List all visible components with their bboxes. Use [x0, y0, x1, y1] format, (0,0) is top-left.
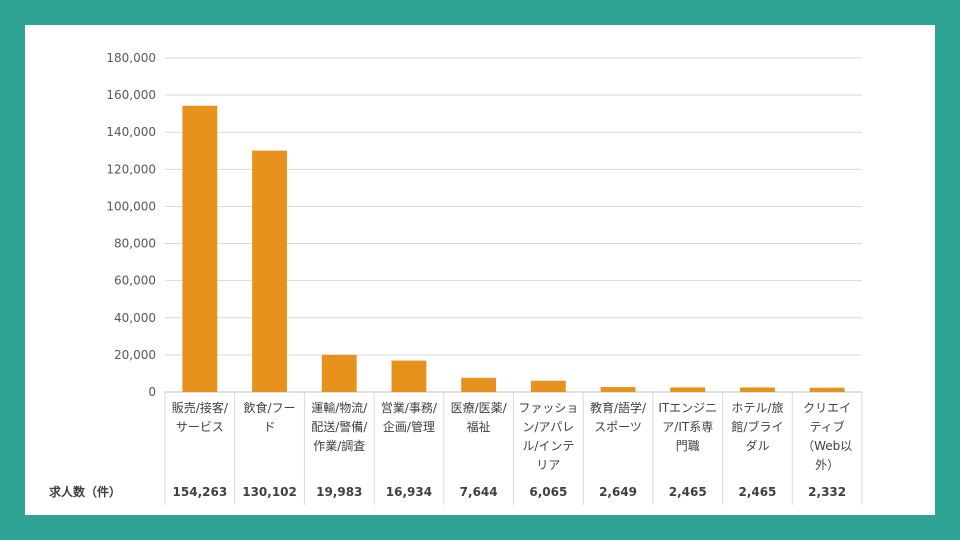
- value-label: 6,065: [529, 485, 567, 499]
- y-tick-label: 40,000: [114, 311, 156, 325]
- y-tick-label: 160,000: [106, 88, 156, 102]
- y-tick-label: 120,000: [106, 162, 156, 176]
- chart-card: 0 20,000 40,000 60,000 80,000 100,000 120,000 1…: [25, 25, 935, 515]
- value-label: 154,263: [173, 485, 228, 499]
- bar: [530, 380, 566, 392]
- x-category-label: ITエンジニア/IT系専門職: [658, 401, 717, 453]
- y-axis: 0 20,000 40,000 60,000 80,000 100,000 120,000 1…: [106, 51, 156, 399]
- value-label: 130,102: [242, 485, 297, 499]
- value-label: 16,934: [386, 485, 432, 499]
- y-tick-label: 0: [148, 385, 156, 399]
- bar: [740, 387, 775, 392]
- bar: [182, 105, 218, 392]
- row-header-label: 求人数（件）: [49, 484, 121, 499]
- x-category-label: 教育/語学/スポーツ: [590, 400, 647, 434]
- x-category-label: 営業/事務/企画/管理: [381, 401, 438, 434]
- x-category-label: 飲食/フード: [244, 400, 296, 434]
- bar: [461, 377, 497, 392]
- x-category-label: 販売/接客/サービス: [172, 400, 229, 434]
- bar-chart: 0 20,000 40,000 60,000 80,000 100,000 120,000 1…: [49, 51, 863, 505]
- bar: [391, 360, 427, 392]
- bar: [600, 387, 636, 392]
- value-label: 7,644: [460, 485, 498, 499]
- x-category-label: 運輸/物流/配送/警備/作業/調査: [311, 400, 368, 453]
- y-tick-label: 20,000: [114, 348, 156, 362]
- category-labels: 販売/接客/サービス飲食/フード運輸/物流/配送/警備/作業/調査営業/事務/企…: [172, 400, 852, 472]
- bar: [321, 354, 357, 392]
- bar: [252, 150, 287, 392]
- value-label: 2,332: [808, 485, 846, 499]
- y-tick-label: 140,000: [106, 125, 156, 139]
- value-label: 19,983: [316, 485, 362, 499]
- y-tick-label: 100,000: [106, 199, 156, 213]
- value-label: 2,649: [599, 485, 637, 499]
- y-tick-label: 60,000: [114, 274, 156, 288]
- y-tick-label: 80,000: [114, 237, 156, 251]
- bars: [182, 105, 845, 392]
- data-table: 求人数（件） 154,263 130,102 19,983 16,934 7,644 6,…: [49, 392, 863, 505]
- x-category-label: ファッション/アパレル/インテリア: [518, 401, 578, 472]
- x-category-label: 医療/医薬/福祉: [451, 401, 508, 434]
- x-category-label: クリエイティブ（Web以外）: [802, 401, 852, 472]
- x-category-label: ホテル/旅館/ブライダル: [731, 401, 783, 453]
- value-label: 2,465: [669, 485, 707, 499]
- bar: [670, 387, 706, 392]
- value-label: 2,465: [738, 485, 776, 499]
- y-tick-label: 180,000: [106, 51, 156, 65]
- bar: [809, 387, 845, 392]
